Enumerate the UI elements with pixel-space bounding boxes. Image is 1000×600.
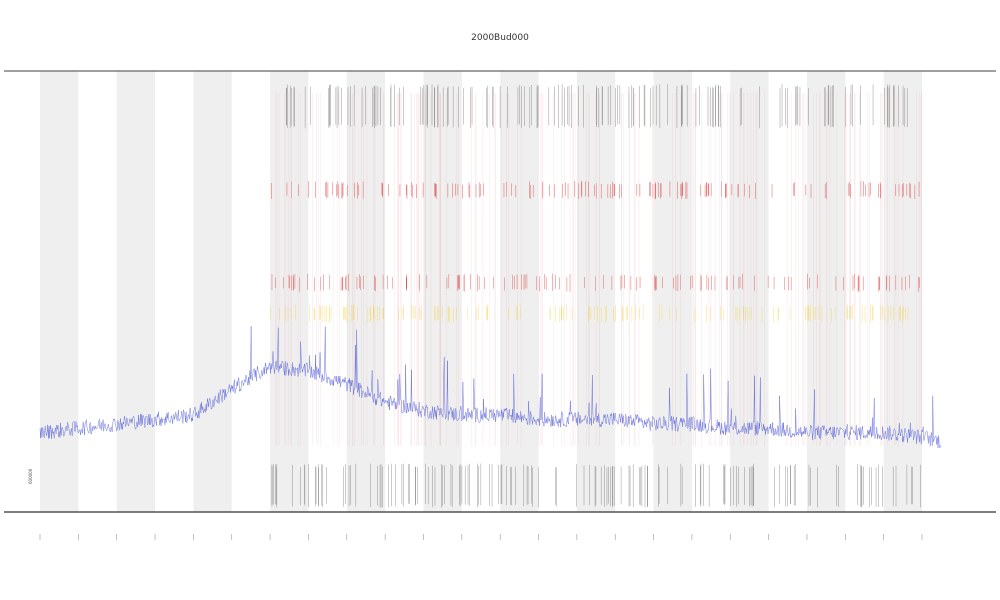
x-ticks	[39, 534, 923, 540]
event-markers	[269, 84, 922, 508]
shaded-band	[116, 71, 156, 512]
series-line	[39, 326, 942, 449]
shaded-band	[730, 71, 769, 512]
shaded-bands	[40, 71, 922, 512]
series-lines	[39, 326, 942, 449]
chart-title: 2000Bud000	[471, 33, 529, 43]
legend: 000000	[28, 468, 33, 484]
shaded-band	[653, 71, 692, 512]
legend-entry: 000000	[28, 468, 33, 484]
shaded-band	[500, 71, 539, 512]
shaded-band	[423, 71, 462, 512]
shaded-band	[193, 71, 232, 512]
shaded-band	[576, 71, 616, 512]
shaded-band	[346, 71, 386, 512]
shaded-band	[270, 71, 309, 512]
shaded-band	[806, 71, 846, 512]
shaded-band	[40, 71, 79, 512]
